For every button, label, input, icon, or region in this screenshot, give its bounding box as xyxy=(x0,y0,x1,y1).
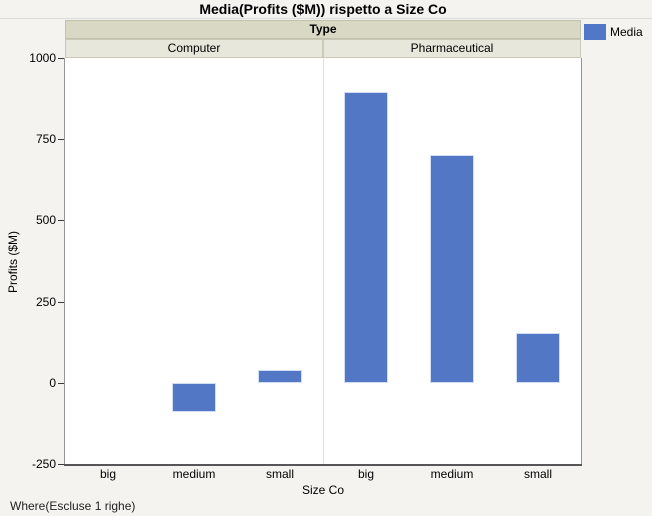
bar-pharmaceutical-big[interactable] xyxy=(344,92,388,383)
legend-swatch-icon xyxy=(584,24,606,40)
y-tick-750 xyxy=(58,138,64,140)
bar-pharmaceutical-small[interactable] xyxy=(516,332,560,383)
x-tick-label-computer-medium: medium xyxy=(172,467,216,481)
chart-title: Media(Profits ($M)) rispetto a Size Co xyxy=(199,1,447,17)
y-tick-label-250: 250 xyxy=(35,295,56,309)
group-header-band: Type xyxy=(65,20,581,39)
y-tick-label--250: -250 xyxy=(31,457,56,471)
y-tick-1000 xyxy=(58,57,64,59)
y-axis-title: Profits ($M) xyxy=(6,231,20,294)
plot-area xyxy=(65,58,581,464)
y-tick-0 xyxy=(58,382,64,384)
x-axis-title: Size Co xyxy=(301,483,345,497)
panel-header-computer-label: Computer xyxy=(167,41,221,55)
bar-computer-small[interactable] xyxy=(258,369,302,383)
bar-computer-medium[interactable] xyxy=(172,382,216,412)
x-axis-line xyxy=(64,464,582,466)
group-header-label: Type xyxy=(309,22,337,36)
y-tick-label-500: 500 xyxy=(35,213,56,227)
x-tick-label-pharmaceutical-small: small xyxy=(523,467,552,481)
legend: Media xyxy=(584,24,643,42)
x-tick-label-pharmaceutical-medium: medium xyxy=(430,467,474,481)
y-tick-250 xyxy=(58,301,64,303)
x-tick-label-computer-small: small xyxy=(265,467,294,481)
legend-label: Media xyxy=(610,25,643,39)
y-tick-500 xyxy=(58,219,64,221)
plot-right-border xyxy=(581,58,582,464)
bar-pharmaceutical-medium[interactable] xyxy=(430,155,474,383)
title-divider xyxy=(0,18,652,19)
y-tick-label-1000: 1000 xyxy=(29,51,56,65)
y-tick--250 xyxy=(58,463,64,465)
y-axis-line xyxy=(64,58,65,464)
x-tick-label-computer-big: big xyxy=(99,467,116,481)
y-tick-label-0: 0 xyxy=(49,376,56,390)
panel-header-pharmaceutical: Pharmaceutical xyxy=(323,39,581,58)
panel-header-pharmaceutical-label: Pharmaceutical xyxy=(410,41,494,55)
panel-header-computer: Computer xyxy=(65,39,323,58)
x-tick-label-pharmaceutical-big: big xyxy=(357,467,374,481)
y-tick-label-750: 750 xyxy=(35,132,56,146)
where-clause-text: Where(Escluse 1 righe) xyxy=(10,499,136,513)
panel-divider xyxy=(323,58,324,464)
